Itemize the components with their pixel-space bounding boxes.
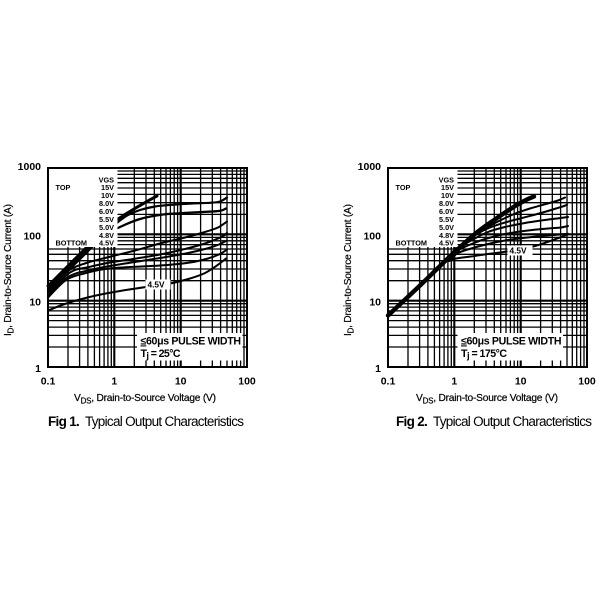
svg-text:100: 100 xyxy=(238,376,256,388)
svg-text:4.5V: 4.5V xyxy=(99,239,114,248)
svg-text:8.0V: 8.0V xyxy=(99,199,114,208)
svg-text:BOTTOM: BOTTOM xyxy=(396,239,427,248)
svg-text:TOP: TOP xyxy=(396,183,411,192)
svg-text:≤60μs PULSE WIDTH: ≤60μs PULSE WIDTH xyxy=(141,335,242,347)
svg-text:1: 1 xyxy=(451,376,457,388)
svg-text:4.8V: 4.8V xyxy=(439,231,454,240)
svg-text:Fig 1. Typical Output Charact: Fig 1. Typical Output Characteristics xyxy=(48,414,244,429)
svg-text:100: 100 xyxy=(578,376,596,388)
svg-text:ID, Drain-to-Source Current (A: ID, Drain-to-Source Current (A) xyxy=(3,204,16,336)
svg-text:TOP: TOP xyxy=(56,183,71,192)
svg-text:10: 10 xyxy=(175,376,187,388)
svg-text:Tj = 175°C: Tj = 175°C xyxy=(461,348,507,362)
svg-text:100: 100 xyxy=(23,231,41,243)
svg-text:Fig 2. Typical Output Charact: Fig 2. Typical Output Characteristics xyxy=(396,414,592,429)
svg-text:VDS, Drain-to-Source Voltage (: VDS, Drain-to-Source Voltage (V) xyxy=(74,393,216,406)
svg-text:Tj = 25°C: Tj = 25°C xyxy=(141,348,181,362)
svg-text:8.0V: 8.0V xyxy=(439,199,454,208)
svg-text:5.5V: 5.5V xyxy=(439,215,454,224)
svg-text:VDS, Drain-to-Source Voltage (: VDS, Drain-to-Source Voltage (V) xyxy=(416,393,558,406)
svg-text:1: 1 xyxy=(35,363,41,375)
svg-text:1000: 1000 xyxy=(18,161,42,173)
svg-text:15V: 15V xyxy=(441,183,454,192)
svg-text:4.5V: 4.5V xyxy=(148,280,166,290)
svg-text:ID, Drain-to-Source Current (A: ID, Drain-to-Source Current (A) xyxy=(343,204,356,336)
svg-text:4.8V: 4.8V xyxy=(99,231,114,240)
svg-text:1: 1 xyxy=(111,376,117,388)
svg-text:10: 10 xyxy=(515,376,527,388)
svg-text:10V: 10V xyxy=(441,191,454,200)
svg-text:100: 100 xyxy=(363,231,381,243)
svg-text:10: 10 xyxy=(369,296,381,308)
svg-text:BOTTOM: BOTTOM xyxy=(56,239,87,248)
svg-text:15V: 15V xyxy=(101,183,114,192)
svg-text:4.5V: 4.5V xyxy=(439,239,454,248)
svg-text:1: 1 xyxy=(375,363,381,375)
svg-text:6.0V: 6.0V xyxy=(439,207,454,216)
svg-text:≤60μs PULSE WIDTH: ≤60μs PULSE WIDTH xyxy=(461,335,562,347)
svg-text:VGS: VGS xyxy=(439,175,455,184)
svg-text:6.0V: 6.0V xyxy=(99,207,114,216)
svg-text:10V: 10V xyxy=(101,191,114,200)
svg-text:0.1: 0.1 xyxy=(41,376,56,388)
svg-text:10: 10 xyxy=(29,296,41,308)
svg-text:5.5V: 5.5V xyxy=(99,215,114,224)
svg-text:VGS: VGS xyxy=(99,175,115,184)
svg-text:1000: 1000 xyxy=(358,161,382,173)
svg-text:4.5V: 4.5V xyxy=(510,246,528,256)
svg-text:5.0V: 5.0V xyxy=(439,223,454,232)
svg-text:0.1: 0.1 xyxy=(381,376,396,388)
svg-text:5.0V: 5.0V xyxy=(99,223,114,232)
